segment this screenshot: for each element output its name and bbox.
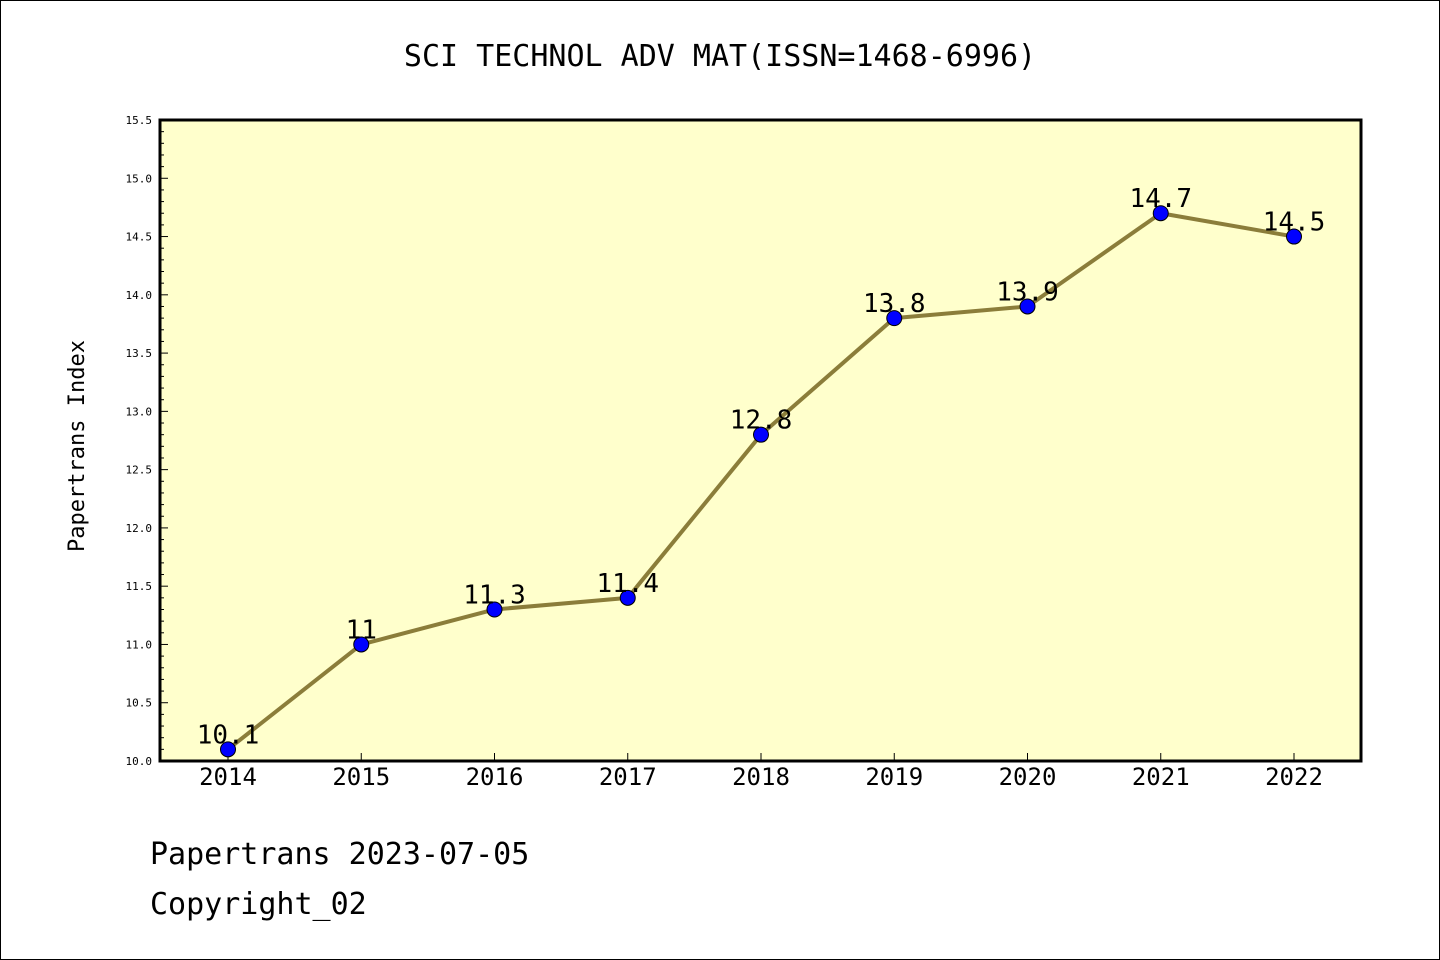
data-point — [353, 636, 370, 653]
data-point — [1152, 205, 1169, 222]
y-axis: 10.0 10.5 11.0 11.5 12.0 12.5 13.0 13.5 14.0 14.5… — [126, 114, 168, 768]
y-tick-label: 15.5 — [126, 114, 153, 127]
x-tick-label: 2015 — [332, 763, 390, 791]
y-tick-label: 14.5 — [126, 231, 153, 244]
x-axis: 2014 2015 2016 2017 2018 2019 2020 2021 2022 — [199, 753, 1323, 791]
data-point — [619, 589, 636, 606]
x-tick-label: 2019 — [865, 763, 923, 791]
y-tick-label: 10.5 — [126, 697, 153, 710]
x-tick-label: 2021 — [1132, 763, 1190, 791]
data-label: 12.8 — [730, 406, 793, 436]
x-tick-label: 2022 — [1265, 763, 1323, 791]
y-tick-label: 14.0 — [126, 289, 153, 302]
data-label: 14.5 — [1263, 208, 1326, 238]
footer-date: Papertrans 2023-07-05 — [150, 837, 529, 872]
data-point — [1286, 228, 1302, 245]
y-tick-label: 15.0 — [126, 172, 153, 185]
y-tick-label: 13.5 — [126, 347, 153, 360]
data-label: 11.4 — [596, 569, 659, 599]
data-point — [220, 741, 236, 758]
y-tick-label: 13.0 — [126, 405, 153, 418]
data-point — [886, 310, 903, 327]
data-point — [486, 601, 503, 618]
data-label: 13.8 — [863, 289, 926, 319]
data-labels: 10.1 11 11.3 11.4 12.8 13.8 13.9 14.7 14.5 — [197, 184, 1326, 750]
y-tick-label: 10.0 — [126, 755, 153, 768]
data-label: 11 — [346, 615, 377, 645]
x-tick-label: 2018 — [732, 763, 790, 791]
data-label: 13.9 — [996, 277, 1059, 307]
data-label: 10.1 — [197, 720, 260, 750]
x-tick-label: 2020 — [999, 763, 1057, 791]
y-tick-label: 11.0 — [126, 638, 153, 651]
x-tick-label: 2014 — [199, 763, 257, 791]
x-tick-label: 2016 — [466, 763, 524, 791]
x-tick-label: 2017 — [599, 763, 657, 791]
data-point — [1019, 298, 1036, 315]
y-tick-label: 11.5 — [126, 580, 153, 593]
y-axis-label: Papertrans Index — [65, 340, 90, 552]
y-tick-label: 12.5 — [126, 464, 153, 477]
data-markers — [220, 205, 1302, 758]
data-label: 11.3 — [463, 580, 526, 610]
chart-title: SCI TECHNOL ADV MAT(ISSN=1468-6996) — [404, 39, 1036, 74]
data-label: 14.7 — [1129, 184, 1192, 214]
footer-copyright: Copyright_02 — [150, 887, 367, 922]
y-tick-label: 12.0 — [126, 522, 153, 535]
data-point — [753, 426, 769, 443]
